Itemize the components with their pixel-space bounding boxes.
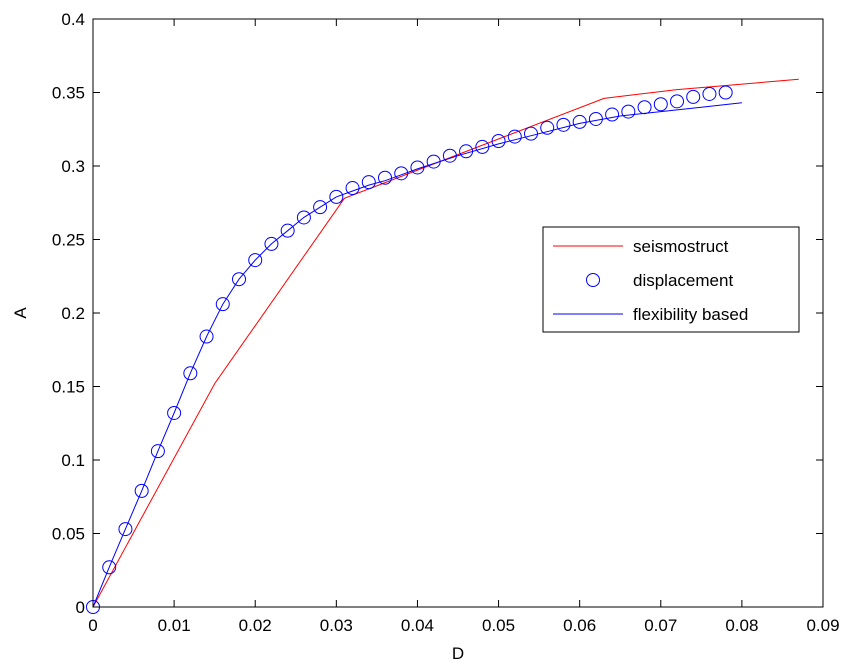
x-tick-label: 0.09 [806, 616, 839, 635]
series-line-flexibility-based [92, 102, 742, 608]
data-point-displacement [215, 297, 230, 312]
data-point-displacement [280, 223, 295, 238]
data-point-displacement [199, 329, 214, 344]
data-point-displacement [134, 483, 149, 498]
y-axis-label: A [11, 307, 30, 319]
y-tick-label: 0.05 [52, 525, 85, 544]
y-tick-label: 0.25 [52, 231, 85, 250]
data-point-displacement [540, 120, 555, 135]
data-point-displacement [296, 210, 311, 225]
data-point-displacement [313, 200, 328, 215]
data-point-displacement [621, 104, 636, 119]
data-point-displacement [232, 272, 246, 287]
y-tick-label: 0.4 [61, 10, 85, 29]
legend: seismostruct displacement flexibility base… [542, 226, 800, 333]
data-point-displacement [329, 189, 344, 204]
data-point-displacement [102, 560, 117, 575]
data-point-displacement [410, 160, 425, 175]
series-layer [86, 78, 799, 614]
series-line-seismostruct [92, 78, 799, 608]
data-point-displacement [378, 170, 392, 185]
data-point-displacement [345, 181, 360, 196]
data-point-displacement [670, 94, 684, 109]
y-tick-label: 0.15 [52, 378, 85, 397]
data-point-displacement [507, 129, 522, 144]
x-tick-label: 0.06 [563, 616, 596, 635]
legend-label-flexibility-based: flexibility based [633, 305, 748, 324]
x-tick-label: 0.08 [725, 616, 758, 635]
y-tick-label: 0.2 [61, 304, 85, 323]
legend-label-displacement: displacement [633, 271, 733, 290]
x-tick-label: 0.03 [320, 616, 353, 635]
x-tick-label: 0.01 [158, 616, 191, 635]
y-tick-label: 0.1 [61, 451, 85, 470]
data-point-displacement [491, 134, 506, 149]
data-point-displacement [118, 522, 133, 537]
axes-layer: 0 0.01 0.02 0.03 0.04 0.05 0.06 0.07 0.08 0.09 0 0.… [52, 10, 840, 635]
y-tick-label: 0.35 [52, 84, 85, 103]
data-point-displacement [605, 107, 620, 122]
data-point-displacement [150, 444, 165, 459]
x-tick-label: 0.07 [644, 616, 677, 635]
x-axis-label: D [452, 644, 464, 663]
data-point-displacement [653, 97, 668, 112]
legend-marker-displacement [586, 273, 600, 287]
data-point-displacement [183, 366, 198, 381]
data-point-displacement [361, 175, 376, 190]
data-point-displacement [264, 236, 279, 251]
data-point-displacement [248, 253, 263, 268]
legend-label-seismostruct: seismostruct [633, 237, 729, 256]
y-tick-label: 0.3 [61, 157, 85, 176]
data-point-displacement [702, 86, 717, 101]
data-point-displacement [167, 405, 182, 420]
x-tick-label: 0 [88, 616, 97, 635]
data-point-displacement [718, 85, 733, 100]
x-tick-label: 0.04 [401, 616, 434, 635]
data-point-displacement [556, 117, 571, 132]
x-tick-label: 0.02 [239, 616, 272, 635]
data-point-displacement [686, 89, 701, 104]
x-tick-label: 0.05 [482, 616, 515, 635]
y-tick-label: 0 [76, 598, 85, 617]
data-point-displacement [394, 166, 409, 181]
